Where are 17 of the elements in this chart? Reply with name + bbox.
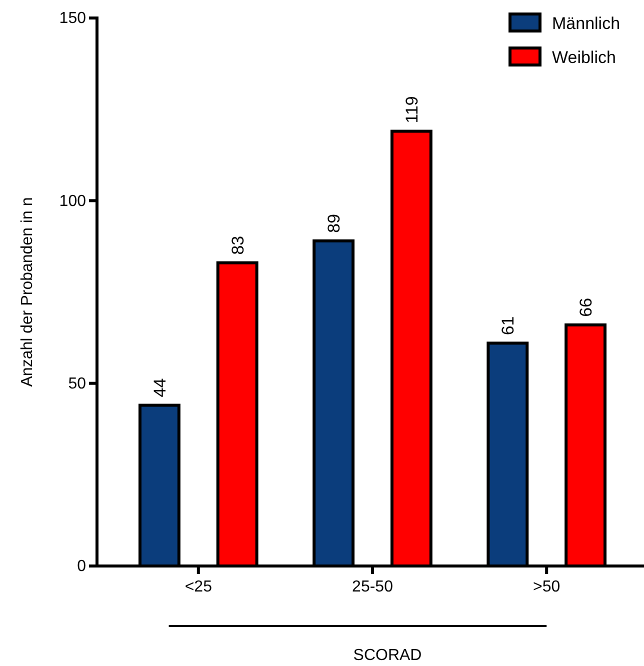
y-axis-title: Anzahl der Probanden in n [19, 197, 36, 387]
data-label: 44 [150, 378, 170, 398]
x-tick-label: <25 [184, 578, 212, 596]
y-tick-label: 100 [59, 192, 86, 210]
x-axis-title: SCORAD [353, 647, 422, 664]
y-tick-label: 150 [59, 10, 86, 28]
y-tick-label: 50 [68, 375, 86, 392]
data-label: 119 [402, 96, 422, 124]
data-label: 66 [576, 298, 596, 317]
x-tick-label: 25-50 [352, 578, 394, 596]
legend-label: Weiblich [552, 48, 616, 67]
y-tick-label: 0 [77, 558, 86, 576]
data-label: 89 [324, 214, 344, 233]
x-tick-label: >50 [533, 578, 560, 596]
legend-label: Männlich [552, 14, 620, 33]
data-label: 61 [498, 316, 518, 336]
data-label: 83 [228, 236, 248, 255]
